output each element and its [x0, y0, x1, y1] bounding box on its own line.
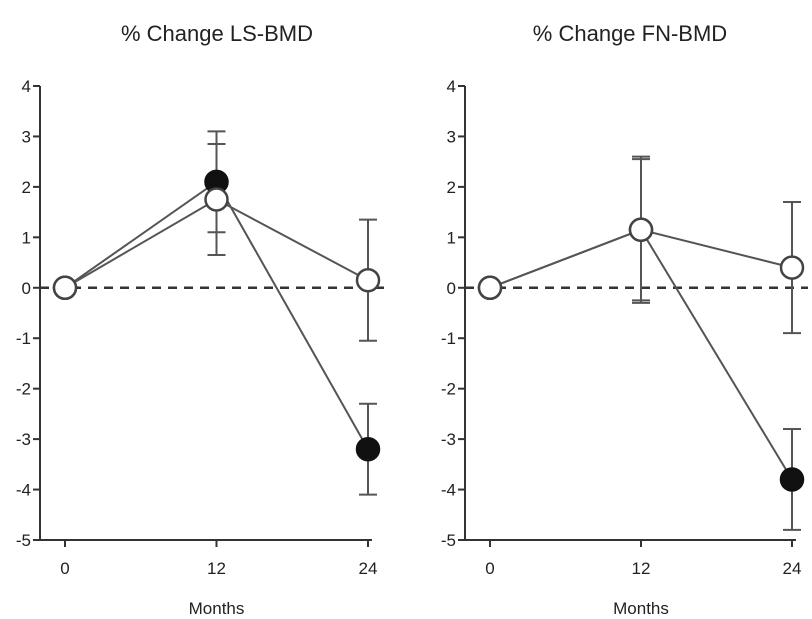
y-tick-label: 4	[22, 77, 31, 96]
y-tick-label: -1	[441, 329, 456, 348]
data-point-open-circle	[628, 217, 654, 243]
x-tick-label: 0	[485, 559, 494, 578]
data-point-open-circle	[477, 275, 503, 301]
y-tick-label: 4	[447, 77, 456, 96]
data-point-open-circle	[204, 187, 229, 212]
data-point-open-circle	[779, 255, 805, 280]
y-tick-label: -4	[16, 481, 31, 500]
y-tick-label: -1	[16, 329, 31, 348]
y-tick-label: -2	[441, 380, 456, 399]
y-tick-label: 2	[447, 178, 456, 197]
y-tick-label: 0	[22, 279, 31, 298]
x-tick-label: 0	[60, 559, 69, 578]
y-tick-label: -3	[441, 430, 456, 449]
y-tick-label: -4	[441, 481, 456, 500]
y-tick-label: -3	[16, 430, 31, 449]
x-tick-label: 12	[207, 559, 226, 578]
y-tick-label: 0	[447, 279, 456, 298]
y-tick-label: 3	[22, 127, 31, 146]
y-tick-label: 1	[22, 228, 31, 247]
y-tick-label: -2	[16, 380, 31, 399]
y-tick-label: 2	[22, 178, 31, 197]
data-point-open-circle	[52, 275, 78, 301]
chart-title: % Change FN-BMD	[533, 21, 727, 46]
y-tick-label: -5	[16, 531, 31, 550]
y-tick-label: -5	[441, 531, 456, 550]
data-point-open-circle	[355, 267, 381, 293]
x-tick-label: 24	[359, 559, 378, 578]
y-tick-label: 3	[447, 127, 456, 146]
x-axis-label: Months	[189, 599, 245, 618]
y-tick-label: 1	[447, 228, 456, 247]
data-point-filled-circle	[779, 467, 805, 492]
x-axis-label: Months	[613, 599, 669, 618]
x-tick-label: 12	[632, 559, 651, 578]
chart-title: % Change LS-BMD	[121, 21, 313, 46]
x-tick-label: 24	[783, 559, 802, 578]
data-point-filled-circle	[355, 436, 381, 462]
